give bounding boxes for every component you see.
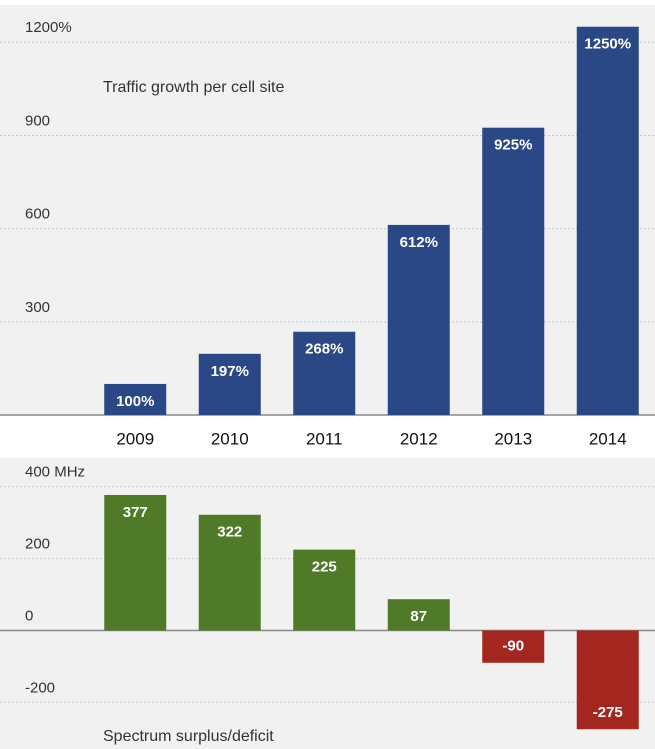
x-tick-label: 2013 bbox=[494, 429, 532, 448]
bar bbox=[198, 514, 261, 631]
bar bbox=[293, 331, 356, 415]
x-tick-label: 2009 bbox=[116, 429, 154, 448]
chart-title: Traffic growth per cell site bbox=[103, 79, 285, 96]
y-tick-label: -200 bbox=[25, 679, 55, 696]
x-tick-label: 2014 bbox=[589, 429, 627, 448]
chart-title: Spectrum surplus/deficit bbox=[103, 728, 274, 745]
value-label: -90 bbox=[502, 638, 524, 655]
value-label: 268% bbox=[305, 341, 343, 358]
bar bbox=[387, 224, 450, 415]
y-tick-label: 300 bbox=[25, 299, 50, 316]
value-label: 87 bbox=[410, 608, 427, 625]
x-tick-label: 2011 bbox=[306, 429, 343, 448]
bar bbox=[198, 353, 261, 415]
bar bbox=[293, 549, 356, 631]
bar bbox=[482, 127, 545, 415]
y-tick-label: 0 bbox=[25, 607, 33, 624]
y-tick-label: 900 bbox=[25, 112, 50, 129]
bar bbox=[576, 26, 639, 415]
value-label: 225 bbox=[312, 559, 337, 576]
y-tick-label: 600 bbox=[25, 206, 50, 223]
x-tick-label: 2010 bbox=[211, 429, 249, 448]
y-tick-label: 400 MHz bbox=[25, 464, 85, 481]
bar bbox=[387, 599, 450, 631]
y-tick-label: 200 bbox=[25, 536, 50, 553]
value-label: 612% bbox=[400, 234, 438, 251]
value-label: 100% bbox=[116, 393, 154, 410]
x-tick-label: 2012 bbox=[400, 429, 438, 448]
value-label: 197% bbox=[211, 363, 249, 380]
value-label: 925% bbox=[494, 137, 532, 154]
bar bbox=[104, 383, 167, 415]
value-label: -275 bbox=[593, 704, 623, 721]
value-label: 322 bbox=[217, 524, 242, 541]
value-label: 377 bbox=[123, 504, 148, 521]
y-tick-label: 1200% bbox=[25, 19, 72, 36]
bar bbox=[576, 630, 639, 730]
bar bbox=[482, 630, 545, 663]
bar bbox=[104, 495, 167, 631]
value-label: 1250% bbox=[584, 36, 631, 53]
